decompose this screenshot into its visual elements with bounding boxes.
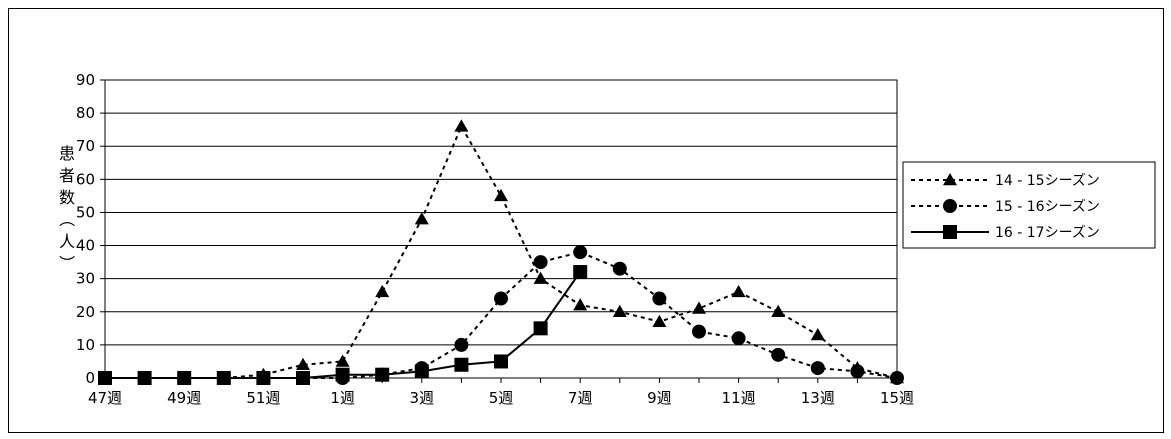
data-point-circle	[850, 364, 865, 379]
data-point-triangle	[414, 212, 429, 225]
data-point-square	[573, 265, 588, 280]
data-point-triangle	[296, 357, 310, 371]
data-point-triangle	[533, 271, 548, 284]
y-tick-label: 30	[76, 270, 95, 288]
series-1	[98, 119, 904, 384]
data-point-square	[414, 364, 429, 379]
y-axis-ticks: 0 10 20 30 40 50 60 70 80 90	[76, 71, 105, 387]
x-tick-label: 49週	[167, 389, 201, 407]
data-point-square	[943, 225, 957, 239]
x-tick-label: 3週	[410, 389, 435, 407]
y-tick-label: 70	[76, 137, 95, 155]
legend-item: 15 - 16シーズン	[911, 199, 1100, 215]
data-point-triangle	[692, 301, 706, 314]
data-point-circle	[533, 255, 548, 270]
y-axis-label-char: （	[57, 211, 76, 227]
data-point-circle	[573, 245, 588, 260]
data-point-square	[533, 321, 548, 336]
data-point-square	[335, 367, 350, 382]
data-point-square	[375, 367, 390, 382]
x-tick-label: 9週	[647, 389, 672, 407]
y-tick-label: 50	[76, 203, 95, 221]
plot-area	[104, 79, 898, 379]
legend-label: 15 - 16シーズン	[995, 199, 1100, 215]
chart-svg: 0 10 20 30 40 50 60 70 80 90 47週 49週 51週 1週 3週 5週 7週 9週 1…	[57, 71, 1156, 407]
data-point-circle	[771, 347, 786, 362]
data-point-circle	[731, 331, 746, 346]
data-point-triangle	[612, 304, 627, 318]
data-point-square	[137, 371, 152, 385]
data-point-circle	[943, 199, 957, 213]
legend-item: 14 - 15シーズン	[911, 173, 1100, 189]
data-point-circle	[692, 324, 706, 339]
y-tick-label: 90	[76, 71, 95, 89]
data-point-triangle	[771, 304, 786, 318]
data-point-triangle	[943, 173, 957, 186]
x-tick-label: 1週	[330, 389, 355, 407]
legend-item: 16 - 17シーズン	[911, 225, 1100, 241]
y-tick-label: 80	[76, 104, 95, 122]
data-point-circle	[890, 371, 904, 385]
x-tick-label: 13週	[801, 389, 835, 407]
data-point-circle	[494, 291, 508, 306]
legend-label: 16 - 17シーズン	[995, 225, 1100, 241]
y-axis-label-char: ）	[57, 255, 76, 271]
data-point-square	[177, 371, 192, 385]
y-tick-label: 40	[76, 237, 95, 255]
y-axis-label-char: 者	[59, 166, 75, 185]
data-point-square	[98, 371, 112, 385]
y-tick-label: 10	[76, 336, 95, 354]
data-point-triangle	[652, 314, 667, 327]
series-3	[98, 265, 588, 385]
data-point-triangle	[810, 327, 825, 341]
series-layer	[98, 119, 904, 385]
data-point-triangle	[573, 298, 588, 311]
data-point-triangle	[335, 354, 350, 367]
x-tick-label: 51週	[246, 389, 280, 407]
data-point-square	[256, 371, 271, 385]
data-point-circle	[652, 291, 667, 306]
x-tick-label: 47週	[88, 389, 122, 407]
y-tick-label: 0	[85, 369, 95, 387]
data-point-triangle	[454, 119, 469, 132]
x-tick-label: 5週	[489, 389, 514, 407]
legend-label: 14 - 15シーズン	[995, 173, 1100, 189]
y-axis-label-char: 数	[59, 188, 75, 207]
data-point-square	[296, 371, 310, 385]
x-tick-label: 7週	[568, 389, 593, 407]
y-axis-label-char: 人	[59, 232, 75, 251]
data-point-triangle	[731, 284, 746, 298]
x-axis-ticks: 47週 49週 51週 1週 3週 5週 7週 9週 11週 13週 15週	[88, 378, 914, 407]
data-point-circle	[612, 261, 627, 276]
chart-frame: 0 10 20 30 40 50 60 70 80 90 47週 49週 51週 1週 3週 5週 7週 9週 1…	[8, 8, 1164, 433]
series-line	[105, 124, 898, 379]
x-tick-label: 15週	[880, 389, 914, 407]
data-point-square	[494, 354, 508, 369]
data-point-circle	[454, 337, 469, 352]
x-tick-label: 11週	[722, 389, 756, 407]
data-point-square	[216, 371, 231, 385]
y-axis-label-char: 患	[59, 144, 75, 163]
y-axis-label: 患者数 （ 人 ）	[57, 144, 76, 271]
data-point-triangle	[375, 284, 390, 298]
data-point-triangle	[494, 188, 508, 202]
data-point-square	[454, 357, 469, 372]
legend: 14 - 15シーズン 15 - 16シーズン 16 - 17シーズン	[902, 161, 1156, 249]
data-point-circle	[810, 361, 825, 376]
y-tick-label: 60	[76, 170, 95, 188]
y-tick-label: 20	[76, 303, 95, 321]
